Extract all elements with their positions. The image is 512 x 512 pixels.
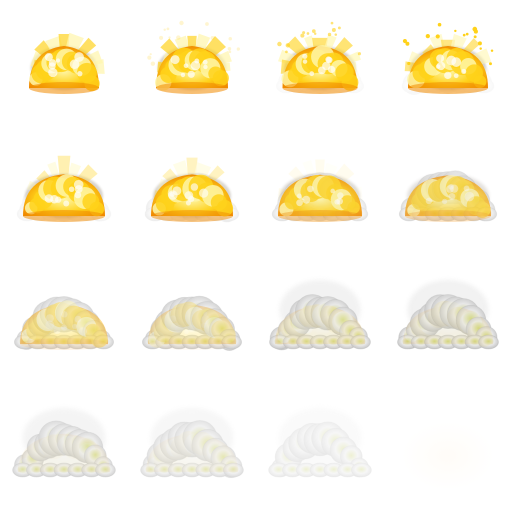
sparks	[147, 20, 240, 66]
explosion-frame-graphic	[401, 22, 495, 95]
explosion-frame-graphic	[12, 408, 116, 478]
explosion-frame-graphic	[144, 157, 240, 223]
fireball	[151, 174, 234, 222]
explosion-frame-7	[256, 128, 384, 256]
sparks	[277, 21, 361, 56]
fireball	[278, 174, 362, 222]
explosion-frame-graphic	[147, 20, 240, 94]
fireball	[407, 46, 488, 94]
fireball	[403, 300, 493, 347]
explosion-frame-5	[0, 128, 128, 256]
explosion-frame-graphic	[16, 155, 112, 222]
explosion-frame-graphic	[271, 159, 369, 222]
fireball	[275, 304, 365, 346]
explosion-frame-13	[0, 384, 128, 512]
fireball	[18, 433, 110, 475]
explosion-frame-graphic	[140, 408, 244, 479]
explosion-frame-graphic	[268, 408, 372, 478]
fireball	[155, 46, 229, 94]
explosion-frame-3	[256, 0, 384, 128]
explosion-frame-15	[256, 384, 384, 512]
explosion-frame-graphic	[29, 32, 105, 94]
explosion-frame-10	[128, 256, 256, 384]
fireball	[29, 46, 100, 94]
explosion-frame-9	[0, 256, 128, 384]
fireball	[281, 45, 359, 94]
explosion-frame-8	[384, 128, 512, 256]
fireball	[23, 174, 105, 222]
explosion-frame-16	[384, 384, 512, 512]
explosion-frame-graphic	[269, 280, 371, 351]
explosion-frame-6	[128, 128, 256, 256]
smoke-cloud	[268, 408, 372, 478]
explosion-frame-graphic	[397, 280, 499, 350]
explosion-frame-graphic	[398, 170, 498, 222]
explosion-frame-graphic	[402, 422, 494, 490]
explosion-frame-graphic	[141, 295, 242, 351]
explosion-frame-4	[384, 0, 512, 128]
fireball	[20, 300, 108, 350]
explosion-frame-graphic	[276, 21, 364, 94]
afterglow-haze	[402, 422, 494, 490]
explosion-frame-2	[128, 0, 256, 128]
sparks	[402, 22, 494, 66]
explosion-frame-14	[128, 384, 256, 512]
explosion-frame-11	[256, 256, 384, 384]
explosion-frame-1	[0, 0, 128, 128]
explosion-frame-12	[384, 256, 512, 384]
fireball	[146, 433, 238, 472]
fireball	[148, 301, 236, 350]
explosion-frame-graphic	[13, 296, 114, 350]
fireball	[405, 175, 491, 222]
